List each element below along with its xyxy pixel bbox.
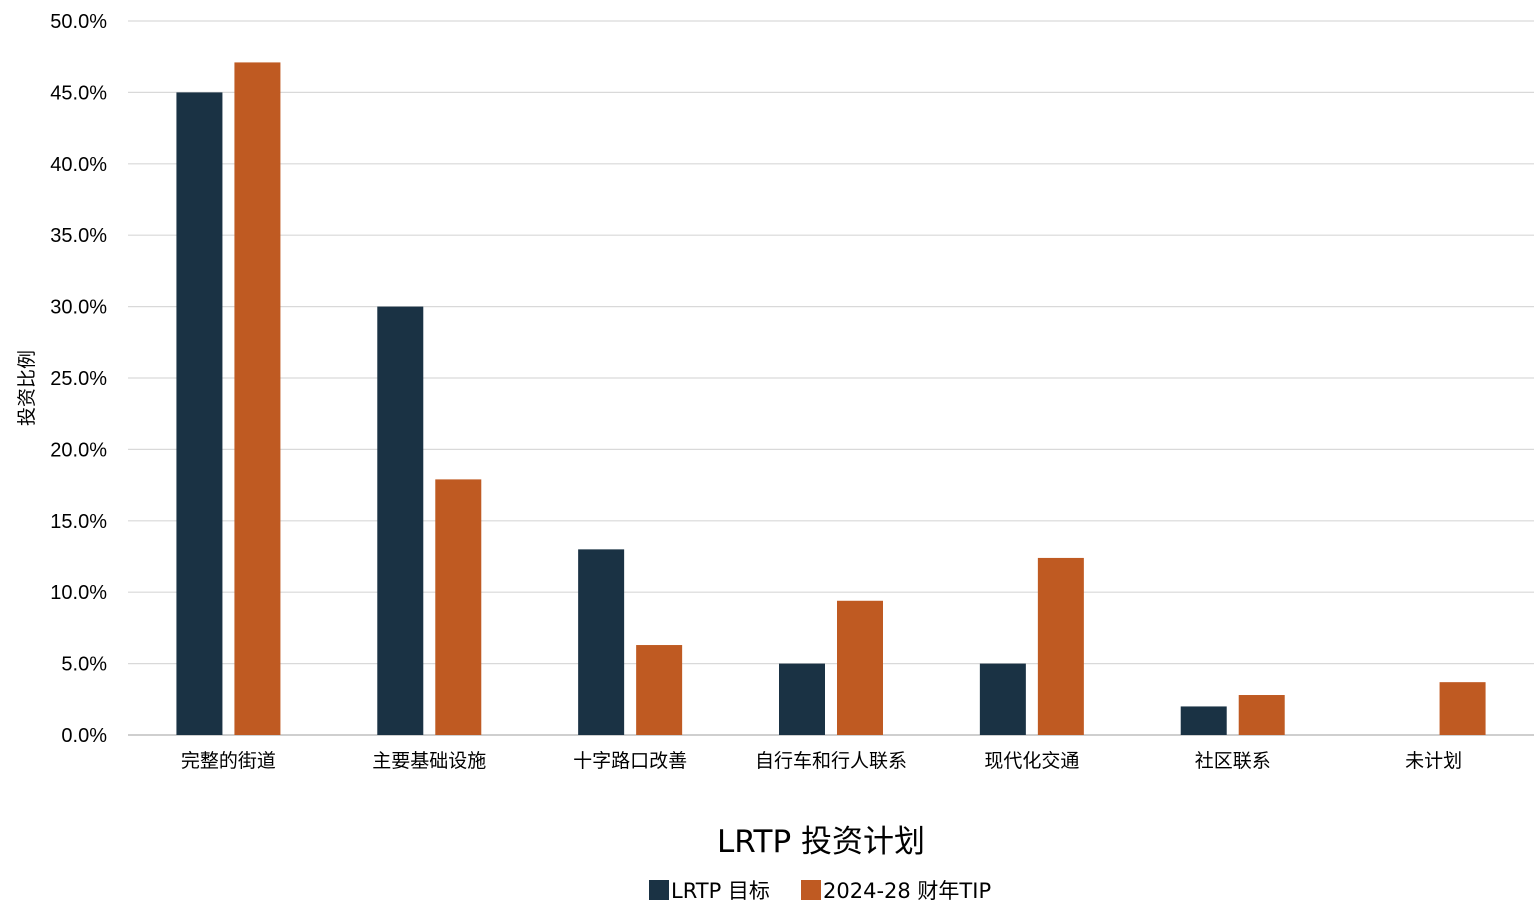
legend-label-lrtp: LRTP 目标 [671, 879, 770, 902]
bar-lrtp-3 [779, 663, 825, 735]
y-axis-title: 投资比例 [16, 350, 38, 426]
y-tick-label: 50.0% [50, 11, 107, 33]
bar-lrtp-4 [979, 663, 1026, 735]
axes: 0.0% 5.0% 10.0% 15.0% 20.0% 25.0% 30.0% 35.0% 40… [50, 11, 1462, 772]
bar-tip-3 [837, 600, 883, 735]
y-tick-label: 25.0% [50, 368, 107, 390]
x-axis-title: LRTP 投资计划 [717, 824, 925, 860]
legend: LRTP 目标 2024-28 财年TIP [649, 879, 991, 902]
x-category-label: 未计划 [1405, 750, 1462, 772]
legend-swatch-tip [801, 880, 821, 900]
x-category-label: 社区联系 [1195, 750, 1271, 772]
bar-lrtp-5 [1180, 706, 1227, 735]
y-tick-label: 0.0% [61, 725, 107, 747]
legend-label-tip: 2024-28 财年TIP [823, 879, 991, 902]
y-tick-label: 15.0% [50, 511, 107, 533]
y-tick-label: 45.0% [50, 82, 107, 104]
bar-lrtp-0 [176, 92, 223, 735]
y-tick-label: 35.0% [50, 225, 107, 247]
x-category-label: 完整的街道 [181, 750, 276, 772]
y-tick-label: 20.0% [50, 439, 107, 461]
bar-lrtp-2 [578, 549, 625, 735]
bar-tip-2 [636, 645, 683, 735]
bars [176, 62, 1486, 736]
y-tick-label: 40.0% [50, 154, 107, 176]
y-tick-label: 30.0% [50, 297, 107, 319]
bar-tip-6 [1439, 682, 1486, 735]
y-tick-label: 10.0% [50, 582, 107, 604]
x-category-label: 现代化交通 [984, 750, 1079, 772]
bar-tip-0 [234, 62, 281, 736]
legend-swatch-lrtp [649, 880, 669, 900]
bar-tip-4 [1037, 557, 1084, 735]
x-category-label: 十字路口改善 [573, 750, 687, 772]
x-category-label: 自行车和行人联系 [755, 750, 907, 772]
bar-lrtp-1 [377, 306, 424, 735]
x-category-label: 主要基础设施 [372, 750, 486, 772]
y-tick-label: 5.0% [61, 654, 107, 676]
bar-tip-5 [1238, 695, 1285, 735]
gridlines [128, 20, 1534, 736]
bar-tip-1 [435, 479, 482, 735]
